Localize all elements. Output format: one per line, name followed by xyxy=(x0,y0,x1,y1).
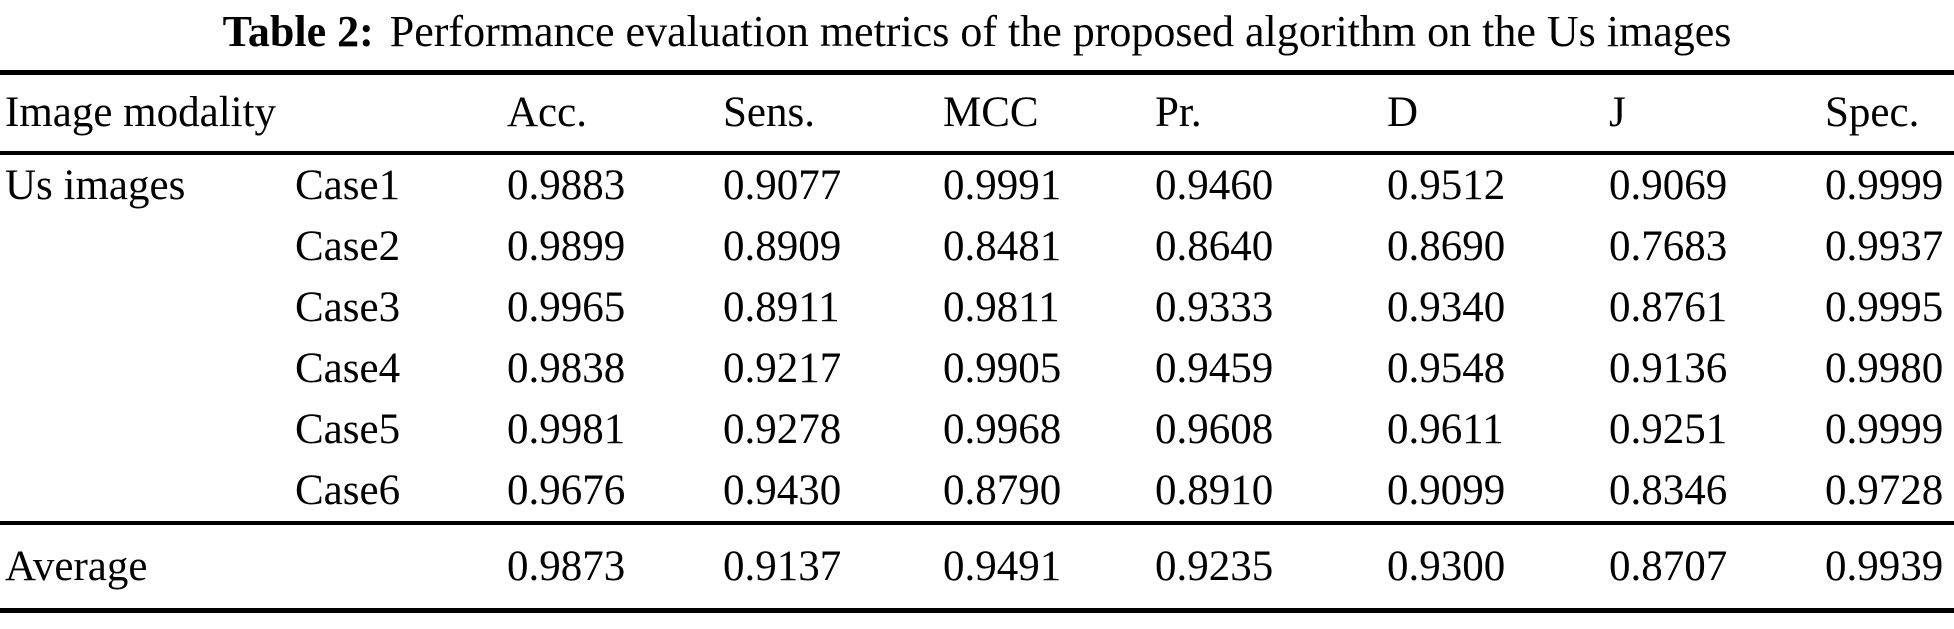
metric-cell: 0.9999 xyxy=(1825,161,1944,209)
case-label: Case5 xyxy=(295,405,401,453)
table-caption: Table 2: Performance evaluation metrics … xyxy=(0,0,1954,70)
metric-cell: 0.9965 xyxy=(507,283,626,331)
metric-cell: 0.9278 xyxy=(723,405,842,453)
metric-cell: 0.9251 xyxy=(1609,405,1728,453)
metric-cell: 0.9999 xyxy=(1825,405,1944,453)
col-header-pr: Pr. xyxy=(1150,72,1382,155)
metric-cell: 0.9460 xyxy=(1155,161,1274,209)
table-row-case3: Case3 0.9965 0.8911 0.9811 0.9333 0.9340… xyxy=(0,277,1954,338)
metric-cell: 0.9980 xyxy=(1825,344,1944,392)
metric-cell: 0.9069 xyxy=(1609,161,1728,209)
case-label: Case2 xyxy=(295,222,401,270)
metric-cell: 0.9333 xyxy=(1155,283,1274,331)
metric-cell: 0.9873 xyxy=(502,520,718,611)
metric-cell: 0.9548 xyxy=(1387,344,1506,392)
metric-cell: 0.9937 xyxy=(1825,222,1944,270)
metric-cell: 0.9491 xyxy=(938,520,1150,611)
metric-cell: 0.9608 xyxy=(1155,405,1274,453)
metric-cell: 0.9512 xyxy=(1387,161,1506,209)
metric-cell: 0.9968 xyxy=(943,405,1062,453)
metrics-table: Image modality Acc. Sens. MCC Pr. D J Sp… xyxy=(0,70,1954,613)
metric-cell: 0.9611 xyxy=(1387,405,1504,453)
modality-label: Us images xyxy=(5,161,186,209)
table-row-case4: Case4 0.9838 0.9217 0.9905 0.9459 0.9548… xyxy=(0,338,1954,399)
metric-cell: 0.9728 xyxy=(1825,466,1944,514)
metric-cell: 0.9235 xyxy=(1150,520,1382,611)
metric-cell: 0.9838 xyxy=(507,344,626,392)
metric-cell: 0.9899 xyxy=(507,222,626,270)
metric-cell: 0.7683 xyxy=(1609,222,1728,270)
case-label: Case6 xyxy=(295,466,401,514)
metric-cell: 0.9995 xyxy=(1825,283,1944,331)
metric-cell: 0.9300 xyxy=(1382,520,1604,611)
metric-cell: 0.8707 xyxy=(1604,520,1820,611)
metric-cell: 0.9459 xyxy=(1155,344,1274,392)
metric-cell: 0.9217 xyxy=(723,344,842,392)
col-header-sens: Sens. xyxy=(718,72,938,155)
col-header-d: D xyxy=(1382,72,1604,155)
caption-text: Performance evaluation metrics of the pr… xyxy=(389,7,1732,56)
caption-label: Table 2: xyxy=(222,7,374,56)
metric-cell: 0.8640 xyxy=(1155,222,1274,270)
metric-cell: 0.9340 xyxy=(1387,283,1506,331)
metric-cell: 0.8690 xyxy=(1387,222,1506,270)
col-header-j: J xyxy=(1604,72,1820,155)
table-row-case6: Case6 0.9676 0.9430 0.8790 0.8910 0.9099… xyxy=(0,460,1954,523)
metric-cell: 0.9430 xyxy=(723,466,842,514)
metric-cell: 0.9991 xyxy=(943,161,1062,209)
col-header-acc: Acc. xyxy=(502,72,718,155)
metric-cell: 0.9905 xyxy=(943,344,1062,392)
metric-cell: 0.9676 xyxy=(507,466,626,514)
case-label: Case4 xyxy=(295,344,401,392)
metric-cell: 0.9939 xyxy=(1820,520,1954,611)
metric-cell: 0.8911 xyxy=(723,283,840,331)
metric-cell: 0.9099 xyxy=(1387,466,1506,514)
metric-cell: 0.9077 xyxy=(723,161,842,209)
col-header-image-modality: Image modality xyxy=(0,72,502,155)
average-label: Average xyxy=(0,520,502,611)
table-row-case5: Case5 0.9981 0.9278 0.9968 0.9608 0.9611… xyxy=(0,399,1954,460)
metric-cell: 0.9883 xyxy=(507,161,626,209)
metric-cell: 0.8790 xyxy=(943,466,1062,514)
table-row-case2: Case2 0.9899 0.8909 0.8481 0.8640 0.8690… xyxy=(0,216,1954,277)
metric-cell: 0.8346 xyxy=(1609,466,1728,514)
metric-cell: 0.8481 xyxy=(943,222,1062,270)
metric-cell: 0.9811 xyxy=(943,283,1060,331)
metric-cell: 0.8909 xyxy=(723,222,842,270)
case-label: Case1 xyxy=(295,161,401,209)
metric-cell: 0.9137 xyxy=(718,520,938,611)
metric-cell: 0.8761 xyxy=(1609,283,1728,331)
metric-cell: 0.9136 xyxy=(1609,344,1728,392)
col-header-spec: Spec. xyxy=(1820,72,1954,155)
table-row-case1: Us images Case1 0.9883 0.9077 0.9991 0.9… xyxy=(0,153,1954,216)
case-label: Case3 xyxy=(295,283,401,331)
average-row: Average 0.9873 0.9137 0.9491 0.9235 0.93… xyxy=(0,520,1954,611)
metric-cell: 0.8910 xyxy=(1155,466,1274,514)
header-row: Image modality Acc. Sens. MCC Pr. D J Sp… xyxy=(0,72,1954,155)
col-header-mcc: MCC xyxy=(938,72,1150,155)
metric-cell: 0.9981 xyxy=(507,405,626,453)
